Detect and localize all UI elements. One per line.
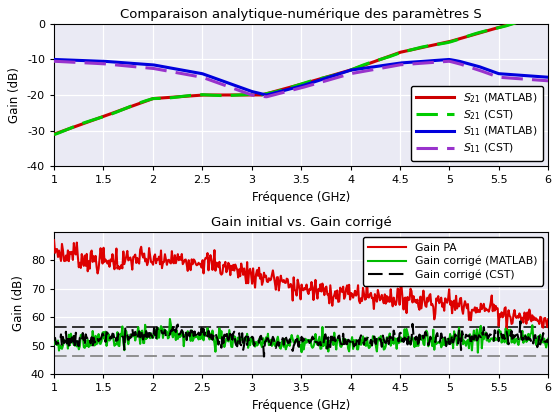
Line: $S_{11}$ (MATLAB): $S_{11}$ (MATLAB): [54, 60, 548, 95]
Title: Comparaison analytique-numérique des paramètres S: Comparaison analytique-numérique des par…: [120, 8, 482, 21]
Gain corrigé (CST): [346, 338, 352, 343]
$S_{11}$ (CST): [343, 72, 349, 77]
Gain PA: [286, 285, 292, 290]
$S_{21}$ (MATLAB): [342, 69, 348, 74]
$S_{21}$ (CST): [381, 56, 388, 61]
$S_{21}$ (CST): [342, 69, 348, 74]
Gain corrigé (CST): [319, 343, 326, 348]
Line: Gain corrigé (MATLAB): Gain corrigé (MATLAB): [54, 319, 548, 353]
Gain corrigé (CST): [290, 348, 296, 353]
Line: $S_{21}$ (MATLAB): $S_{21}$ (MATLAB): [54, 13, 548, 134]
Gain PA: [345, 291, 352, 297]
Gain PA: [318, 289, 325, 294]
Gain corrigé (MATLAB): [166, 316, 173, 321]
$S_{11}$ (MATLAB): [138, 61, 145, 66]
Gain corrigé (MATLAB): [290, 336, 296, 341]
Gain corrigé (MATLAB): [535, 334, 542, 339]
$S_{21}$ (CST): [138, 100, 145, 105]
$S_{11}$ (MATLAB): [381, 63, 388, 68]
Gain corrigé (MATLAB): [286, 344, 293, 349]
$S_{11}$ (MATLAB): [423, 58, 430, 63]
$S_{11}$ (MATLAB): [178, 67, 184, 72]
Gain corrigé (MATLAB): [51, 341, 58, 346]
Line: Gain PA: Gain PA: [54, 240, 548, 330]
$S_{21}$ (MATLAB): [381, 55, 388, 60]
Gain corrigé (CST): [545, 341, 552, 346]
$S_{11}$ (MATLAB): [275, 89, 282, 94]
$S_{21}$ (CST): [423, 44, 430, 49]
$S_{21}$ (CST): [178, 94, 184, 99]
Gain PA: [288, 284, 295, 289]
Line: $S_{11}$ (CST): $S_{11}$ (CST): [54, 61, 548, 97]
$S_{11}$ (CST): [545, 78, 552, 83]
Gain corrigé (CST): [51, 338, 58, 343]
Gain corrigé (MATLAB): [346, 349, 352, 354]
$S_{11}$ (CST): [423, 60, 430, 66]
Gain corrigé (CST): [286, 337, 293, 342]
X-axis label: Fréquence (GHz): Fréquence (GHz): [252, 399, 350, 412]
$S_{21}$ (CST): [545, 10, 552, 16]
$S_{11}$ (MATLAB): [51, 57, 58, 62]
$S_{21}$ (MATLAB): [51, 131, 58, 136]
$S_{21}$ (MATLAB): [178, 94, 184, 99]
$S_{11}$ (MATLAB): [545, 75, 552, 80]
Gain PA: [51, 238, 58, 243]
X-axis label: Fréquence (GHz): Fréquence (GHz): [252, 191, 350, 204]
$S_{11}$ (CST): [178, 71, 184, 76]
$S_{21}$ (MATLAB): [423, 44, 430, 49]
Gain PA: [503, 327, 510, 332]
$S_{21}$ (CST): [274, 89, 281, 94]
$S_{21}$ (CST): [51, 132, 58, 137]
$S_{11}$ (CST): [263, 94, 269, 99]
Y-axis label: Gain (dB): Gain (dB): [8, 67, 21, 123]
Gain corrigé (MATLAB): [545, 336, 552, 341]
$S_{11}$ (CST): [51, 59, 58, 64]
Line: Gain corrigé (CST): Gain corrigé (CST): [54, 321, 548, 357]
Gain corrigé (MATLAB): [319, 324, 326, 329]
$S_{11}$ (CST): [381, 65, 388, 70]
$S_{21}$ (MATLAB): [545, 10, 552, 16]
Gain corrigé (MATLAB): [456, 338, 463, 343]
Legend: Gain PA, Gain corrigé (MATLAB), Gain corrigé (CST): Gain PA, Gain corrigé (MATLAB), Gain cor…: [363, 237, 543, 286]
Gain corrigé (MATLAB): [474, 350, 481, 355]
Line: $S_{21}$ (CST): $S_{21}$ (CST): [54, 13, 548, 135]
Gain PA: [534, 318, 540, 323]
$S_{21}$ (MATLAB): [274, 88, 281, 93]
Legend: $S_{21}$ (MATLAB), $S_{21}$ (CST), $S_{11}$ (MATLAB), $S_{11}$ (CST): $S_{21}$ (MATLAB), $S_{21}$ (CST), $S_{1…: [411, 86, 543, 161]
Gain corrigé (CST): [456, 331, 463, 336]
Gain corrigé (CST): [517, 319, 524, 324]
$S_{11}$ (CST): [138, 65, 145, 70]
Y-axis label: Gain (dB): Gain (dB): [12, 275, 25, 331]
$S_{11}$ (MATLAB): [264, 92, 270, 97]
Gain PA: [456, 304, 463, 309]
$S_{21}$ (MATLAB): [138, 100, 145, 105]
Title: Gain initial vs. Gain corrigé: Gain initial vs. Gain corrigé: [211, 216, 391, 229]
Gain corrigé (CST): [260, 354, 267, 359]
Gain corrigé (CST): [535, 341, 542, 346]
Gain PA: [545, 317, 552, 322]
$S_{11}$ (MATLAB): [343, 69, 349, 74]
$S_{11}$ (CST): [275, 91, 282, 96]
